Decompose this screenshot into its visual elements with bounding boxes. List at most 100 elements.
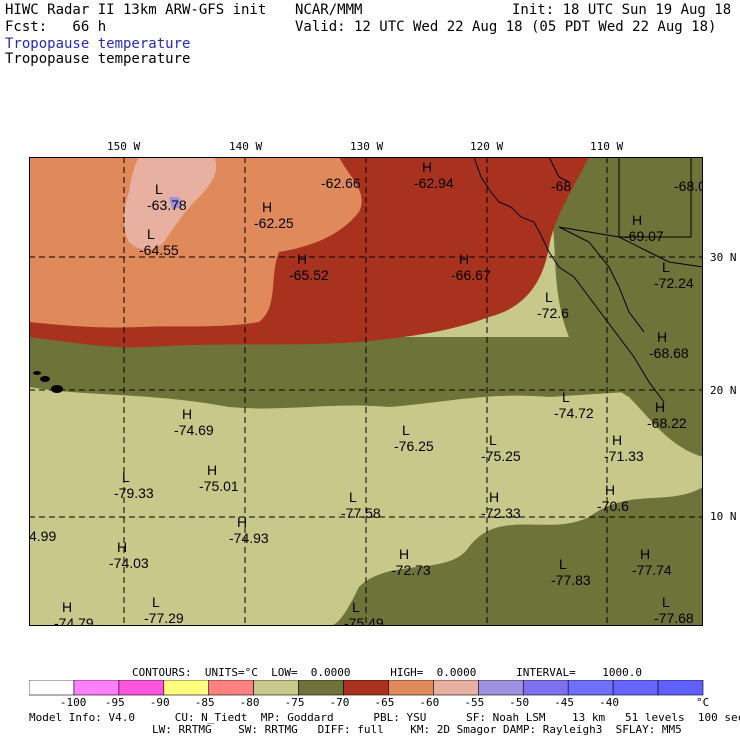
extremum-letter: H xyxy=(632,212,642,228)
extremum-letter: H xyxy=(612,432,622,448)
extremum-value: -71.33 xyxy=(604,448,644,464)
lat-label-20n: 20 N xyxy=(710,384,737,397)
colorbar-segment xyxy=(612,680,659,696)
colorbar-segment xyxy=(657,680,704,696)
colorbar-tick-label: -75 xyxy=(284,696,305,709)
extremum-value: -68.02 xyxy=(674,178,703,194)
colorbar-tick-label: -95 xyxy=(104,696,125,709)
extremum-letter: L xyxy=(402,422,410,438)
extremum-value: -79.33 xyxy=(114,485,154,501)
extremum-value: -76.25 xyxy=(394,438,434,454)
extremum-letter: L xyxy=(662,259,670,275)
colorbar-segment xyxy=(29,680,75,696)
extremum-value: -74.93 xyxy=(229,530,269,546)
extremum-letter: L xyxy=(559,556,567,572)
extremum-letter: L xyxy=(662,594,670,610)
extremum-value: -74.69 xyxy=(174,422,214,438)
extremum-value: -63.78 xyxy=(147,197,187,213)
extremum-value: -74.79 xyxy=(54,615,94,626)
extremum-value: -77.74 xyxy=(632,562,672,578)
init-time: Init: 18 UTC Sun 19 Aug 18 xyxy=(512,2,732,18)
colorbar-segment xyxy=(118,680,165,696)
colorbar-unit: °C xyxy=(696,696,710,709)
extremum-letter: H xyxy=(655,399,665,415)
colorbar-tick-label: -100 xyxy=(59,696,87,709)
extremum-value: -72.73 xyxy=(391,562,431,578)
extremum-letter: H xyxy=(182,406,192,422)
extremum-letter: L xyxy=(352,599,360,615)
extremum-letter: H xyxy=(489,489,499,505)
extremum-letter: H xyxy=(117,539,127,555)
extremum-value: -74.72 xyxy=(554,405,594,421)
extremum-value: -75.01 xyxy=(199,478,239,494)
lon-label-120w: 120 W xyxy=(470,140,504,153)
lon-label-140w: 140 W xyxy=(229,140,263,153)
band-minus50 xyxy=(169,197,181,209)
lat-label-30n: 30 N xyxy=(710,251,737,264)
valid-time: Valid: 12 UTC Wed 22 Aug 18 (05 PDT Wed … xyxy=(295,19,717,35)
extremum-letter: H xyxy=(297,251,307,267)
extremum-letter: H xyxy=(640,546,650,562)
extremum-letter: H xyxy=(422,159,432,175)
extremum-letter: L xyxy=(155,181,163,197)
extremum-letter: L xyxy=(349,489,357,505)
extremum-value: -62.25 xyxy=(254,215,294,231)
lon-label-130w: 130 W xyxy=(350,140,384,153)
extremum-value: -68 xyxy=(551,178,571,194)
extremum-letter: H xyxy=(62,599,72,615)
colorbar-tick-label: -55 xyxy=(464,696,485,709)
extremum-letter: H xyxy=(237,514,247,530)
extremum-letter: H xyxy=(657,329,667,345)
extremum-value: -68.22 xyxy=(647,415,687,431)
extremum-value: -62.94 xyxy=(414,175,454,191)
extremum-letter: L xyxy=(152,594,160,610)
forecast-hour: Fcst: 66 h xyxy=(5,19,107,35)
plot-title: HIWC Radar II 13km ARW-GFS init xyxy=(5,2,267,18)
colorbar-segment xyxy=(253,680,299,696)
colorbar-segment xyxy=(567,680,614,696)
map-panel: L -63.78 L -64.55 H -62.25 -62.66 H -62.94 -68 -68… xyxy=(29,156,714,631)
extremum-letter: H xyxy=(459,251,469,267)
extremum-letter: L xyxy=(122,469,130,485)
extremum-value: -65.52 xyxy=(289,267,329,283)
colorbar-segment xyxy=(163,680,210,696)
extremum-value: -75.49 xyxy=(344,615,384,626)
colorbar-segment xyxy=(298,680,344,696)
extremum-letter: L xyxy=(562,389,570,405)
graticule xyxy=(29,157,703,626)
map-border xyxy=(29,157,703,626)
extremum-value: -74.03 xyxy=(109,555,149,571)
band-minus70-east xyxy=(509,337,703,457)
model-info-line2: LW: RRTMG SW: RRTMG DIFF: full KM: 2D Sm… xyxy=(152,723,682,736)
colorbar-tick-label: -40 xyxy=(599,696,619,709)
colorbar-segment xyxy=(388,680,434,696)
colorbar-segment xyxy=(73,680,120,696)
colorbar-segment xyxy=(433,680,479,696)
colorbar-tick-label: -85 xyxy=(194,696,215,709)
extremum-letter: H xyxy=(262,199,272,215)
extremum-value: -72.24 xyxy=(654,275,694,291)
colorbar-segment xyxy=(478,680,524,696)
colorbar-segment xyxy=(522,680,569,696)
extremum-letter: L xyxy=(489,432,497,448)
field-label-secondary: Tropopause temperature xyxy=(5,51,191,67)
lat-label-10n: 10 N xyxy=(710,510,737,523)
colorbar-ticks: -100 -95 -90 -85 -80 -75 -70 -65 -60 -55 -50 -45 -40… xyxy=(29,696,719,710)
lon-label-110w: 110 W xyxy=(590,140,624,153)
coastline xyxy=(473,156,704,403)
extremum-value: -69.07 xyxy=(624,228,664,244)
model-info-line1: Model Info: V4.0 CU: N_Tiedt MP: Goddard… xyxy=(29,711,740,724)
extremum-value: -70.6 xyxy=(597,498,629,514)
field-label-primary: Tropopause temperature xyxy=(5,36,191,52)
extremum-value: -68.68 xyxy=(649,345,689,361)
extremum-value: -72.33 xyxy=(481,505,521,521)
colorbar-tick-label: -45 xyxy=(554,696,575,709)
colorbar-tick-label: -90 xyxy=(149,696,170,709)
extremum-value: -77.83 xyxy=(551,572,591,588)
extremum-value: -62.66 xyxy=(321,175,361,191)
lon-label-150w: 150 W xyxy=(107,140,141,153)
organization: NCAR/MMM xyxy=(295,2,363,18)
extremum-value: -77.68 xyxy=(654,610,694,626)
extremum-letter: H xyxy=(399,546,409,562)
band-minus70-land xyxy=(529,157,703,337)
